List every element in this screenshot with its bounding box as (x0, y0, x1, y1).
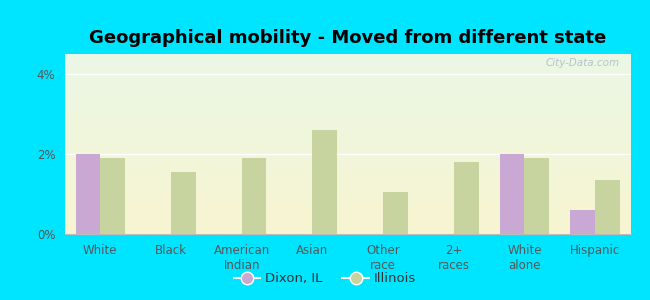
Bar (571, 210, 595, 234)
Bar (313, 130, 337, 234)
Bar (500, 154, 525, 234)
Bar (383, 192, 408, 234)
Bar (100, 158, 125, 234)
Legend: Dixon, IL, Illinois: Dixon, IL, Illinois (228, 267, 422, 290)
Bar (454, 162, 478, 234)
Bar (525, 158, 549, 234)
Bar (171, 172, 196, 234)
Bar (242, 158, 266, 234)
Text: City-Data.com: City-Data.com (545, 58, 619, 68)
Bar (595, 180, 620, 234)
Title: Geographical mobility - Moved from different state: Geographical mobility - Moved from diffe… (89, 29, 606, 47)
Bar (75, 154, 100, 234)
